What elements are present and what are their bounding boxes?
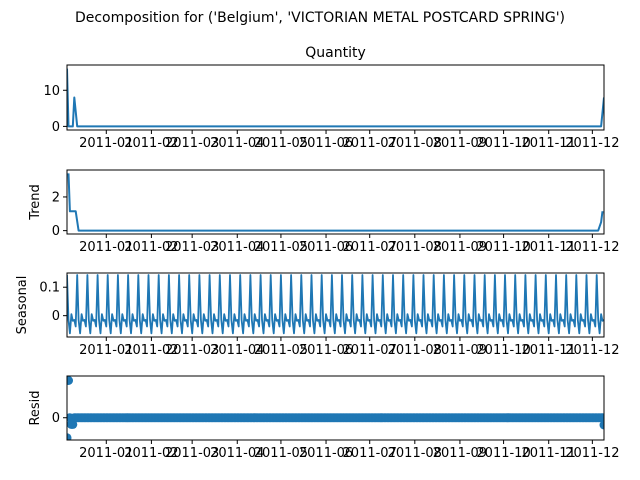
x-tick-label: 2011-03 [165,136,219,151]
x-tick-label: 2011-04 [210,136,264,151]
y-tick-label: 0 [52,309,60,324]
x-tick-label: 2011-03 [165,343,219,358]
x-tick-label: 2011-07 [343,240,397,255]
x-tick-label: 2011-10 [476,240,530,255]
panel-1-data [67,68,604,128]
plot-frame [66,169,605,235]
x-tick-label: 2011-09 [433,446,487,461]
y-tick-label: 0 [52,411,60,426]
y-axis-label: Trend [28,184,43,221]
panel-title: Quantity [305,45,366,61]
series-line [67,173,604,232]
x-tick-label: 2011-10 [476,136,530,151]
x-tick-label: 2011-07 [343,343,397,358]
x-tick-label: 2011-08 [388,343,442,358]
panel-4: 02011-012011-022011-032011-042011-052011… [28,375,620,461]
panel-1: 0102011-012011-022011-032011-042011-0520… [43,45,619,151]
x-tick-label: 2011-05 [254,136,308,151]
x-tick-label: 2011-02 [124,343,178,358]
series-line [67,274,604,335]
x-tick-label: 2011-10 [476,343,530,358]
x-tick-label: 2011-11 [522,240,576,255]
x-tick-label: 2011-09 [433,136,487,151]
x-tick-label: 2011-04 [210,446,264,461]
x-tick-label: 2011-09 [433,343,487,358]
y-tick-label: 2 [52,190,60,205]
x-tick-label: 2011-07 [343,446,397,461]
x-tick-label: 2011-12 [565,136,619,151]
y-tick-label: 0 [52,224,60,239]
x-tick-label: 2011-08 [388,136,442,151]
x-tick-label: 2011-10 [476,446,530,461]
plot-frame [66,375,605,441]
x-tick-label: 2011-08 [388,240,442,255]
chart-suptitle: Decomposition for ('Belgium', 'VICTORIAN… [75,10,565,26]
x-tick-label: 2011-06 [299,446,353,461]
y-tick-label: 0.1 [39,281,60,296]
x-tick-label: 2011-01 [79,446,133,461]
x-tick-label: 2011-02 [124,240,178,255]
x-tick-label: 2011-06 [299,240,353,255]
x-tick-label: 2011-01 [79,343,133,358]
x-tick-label: 2011-12 [565,446,619,461]
resid-point [67,376,73,385]
x-tick-label: 2011-04 [210,343,264,358]
x-tick-label: 2011-11 [522,136,576,151]
resid-point [599,420,604,430]
y-axis-label: Seasonal [15,276,30,335]
panel-2: 022011-012011-022011-032011-042011-05201… [28,169,620,255]
panel-3-data [67,274,604,335]
panel-3: 00.12011-012011-022011-032011-042011-052… [15,272,620,358]
y-axis-label: Resid [28,390,43,425]
x-tick-label: 2011-05 [254,446,308,461]
x-tick-label: 2011-11 [522,446,576,461]
x-tick-label: 2011-02 [124,446,178,461]
x-tick-label: 2011-12 [565,240,619,255]
y-tick-label: 10 [43,84,60,99]
x-tick-label: 2011-01 [79,136,133,151]
resid-point [598,413,604,423]
x-tick-label: 2011-04 [210,240,264,255]
x-tick-label: 2011-03 [165,240,219,255]
x-tick-label: 2011-01 [79,240,133,255]
series-line [67,68,604,128]
x-tick-label: 2011-06 [299,136,353,151]
x-tick-label: 2011-08 [388,446,442,461]
x-tick-label: 2011-02 [124,136,178,151]
x-tick-label: 2011-07 [343,136,397,151]
x-tick-label: 2011-06 [299,343,353,358]
x-tick-label: 2011-11 [522,343,576,358]
x-tick-label: 2011-05 [254,343,308,358]
x-tick-label: 2011-03 [165,446,219,461]
plot-frame [66,272,605,338]
x-tick-label: 2011-09 [433,240,487,255]
x-tick-label: 2011-12 [565,343,619,358]
resid-point [67,433,72,440]
plot-frame [66,64,605,131]
y-tick-label: 0 [52,120,60,135]
panel-2-data [67,173,604,232]
panel-4-data [67,376,604,440]
x-tick-label: 2011-05 [254,240,308,255]
